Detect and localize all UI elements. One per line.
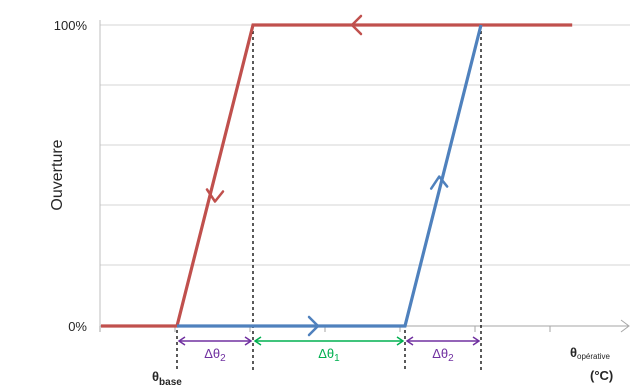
arrow-blue-up [429, 175, 449, 190]
span-arrowhead-left [177, 336, 186, 346]
guide-lines [176, 25, 482, 372]
series-line-red [101, 23, 573, 328]
y-tick-label-100: 100% [54, 18, 88, 33]
span-label-delta-theta-2: Δθ2 [204, 346, 226, 364]
span-arrowhead-left [253, 336, 262, 346]
series-line-blue [177, 24, 483, 328]
span-label-delta-theta-1: Δθ1 [318, 346, 340, 364]
x-axis-arrowhead [620, 319, 630, 333]
arrow-red-left [350, 14, 363, 36]
theta-base-label: θbase [152, 369, 182, 388]
x-axis-unit: (°C) [590, 368, 613, 383]
span-arrowhead-left [405, 336, 414, 346]
y-tick-label-0: 0% [68, 319, 87, 334]
span-arrowhead-right [244, 336, 253, 346]
span-label-delta-theta-2: Δθ2 [432, 346, 454, 364]
span-arrowhead-right [472, 336, 481, 346]
span-arrowhead-right [396, 336, 405, 346]
arrow-red-down [205, 188, 225, 203]
arrow-blue-right [307, 315, 320, 337]
y-axis-label: Ouverture [49, 139, 66, 210]
series-layer [101, 14, 573, 337]
gridlines [100, 24, 630, 266]
delta-spans: Δθ2 Δθ1 Δθ2 [177, 336, 481, 364]
x-axis-label: θopérative [570, 345, 610, 361]
